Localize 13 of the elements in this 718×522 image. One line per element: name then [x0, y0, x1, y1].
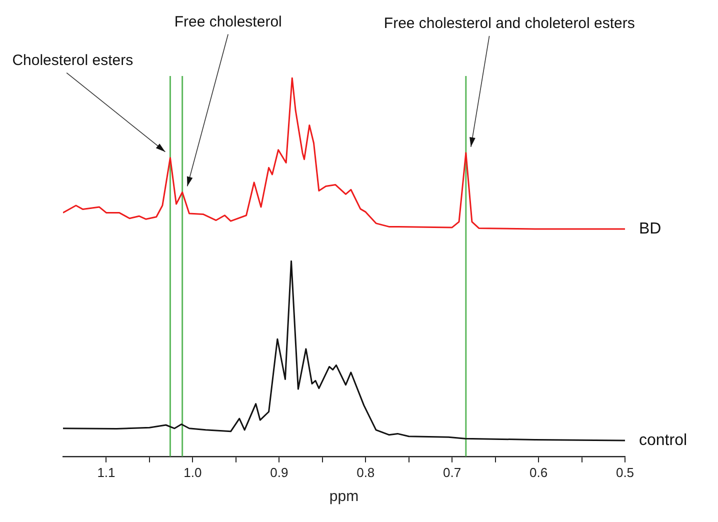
x-tick-label: 0.9: [270, 464, 288, 480]
x-tick-label: 1.0: [184, 464, 202, 480]
series-label: BD: [639, 220, 662, 238]
annotation: Free cholesterol: [174, 13, 282, 30]
x-tick-label: 0.7: [443, 464, 462, 480]
x-tick-label: 0.8: [356, 464, 375, 480]
x-tick-label: 0.5: [616, 464, 634, 480]
series-label: control: [639, 432, 688, 449]
x-axis-title: ppm: [329, 488, 359, 506]
x-tick-label: 1.1: [97, 464, 116, 480]
annotation: Cholesterol esters: [12, 52, 134, 69]
annotation: Free cholesterol and choleterol esters: [384, 14, 635, 32]
x-tick-label: 0.6: [530, 464, 548, 480]
